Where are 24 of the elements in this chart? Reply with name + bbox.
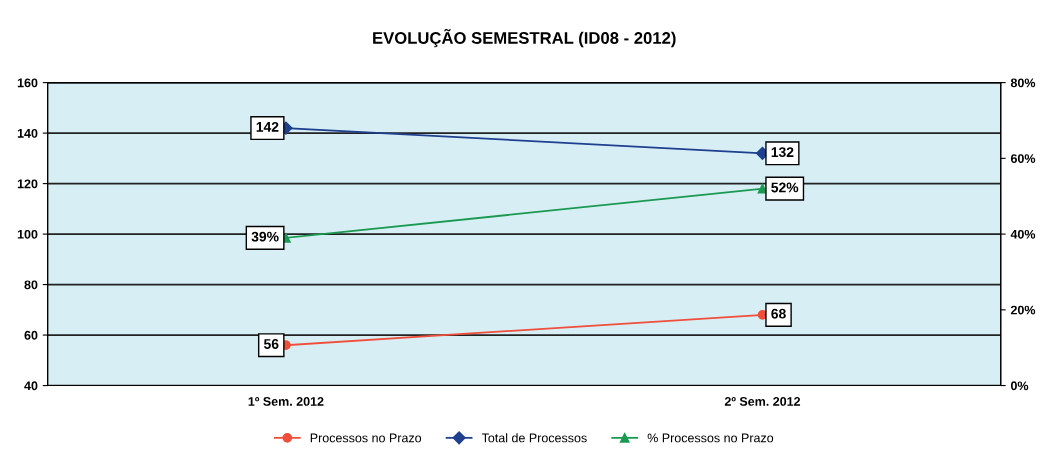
y2-tick-label: 20%: [1010, 305, 1036, 315]
y2-tick-label: 0%: [1010, 381, 1029, 391]
y-tick-label: 40: [24, 381, 38, 391]
data-label: 56: [263, 339, 279, 349]
x-tick-label: 2º Sem. 2012: [724, 397, 801, 406]
y-tick-label: 80: [24, 280, 38, 290]
x-tick-label: 1º Sem. 2012: [248, 397, 324, 406]
legend-label: Processos no Prazo: [310, 433, 422, 443]
y2-tick-label: 80%: [1010, 78, 1036, 88]
legend-label: Total de Processos: [481, 433, 587, 443]
data-label: 68: [771, 308, 786, 319]
y-tick-label: 60: [24, 330, 38, 340]
chart-title: EVOLUÇÃO SEMESTRAL (ID08 - 2012): [373, 28, 676, 48]
data-label: 132: [771, 147, 794, 158]
y2-tick-label: 40%: [1010, 229, 1036, 239]
legend-label: % Processos no Prazo: [647, 433, 774, 443]
data-label: 39%: [251, 231, 279, 242]
data-label: 52%: [771, 182, 799, 193]
y-tick-label: 100: [17, 229, 38, 239]
y2-tick-label: 60%: [1010, 154, 1036, 164]
data-label: 142: [256, 121, 279, 132]
y-tick-label: 160: [17, 78, 38, 88]
y-tick-label: 140: [17, 128, 38, 138]
y-tick-label: 120: [17, 179, 38, 189]
